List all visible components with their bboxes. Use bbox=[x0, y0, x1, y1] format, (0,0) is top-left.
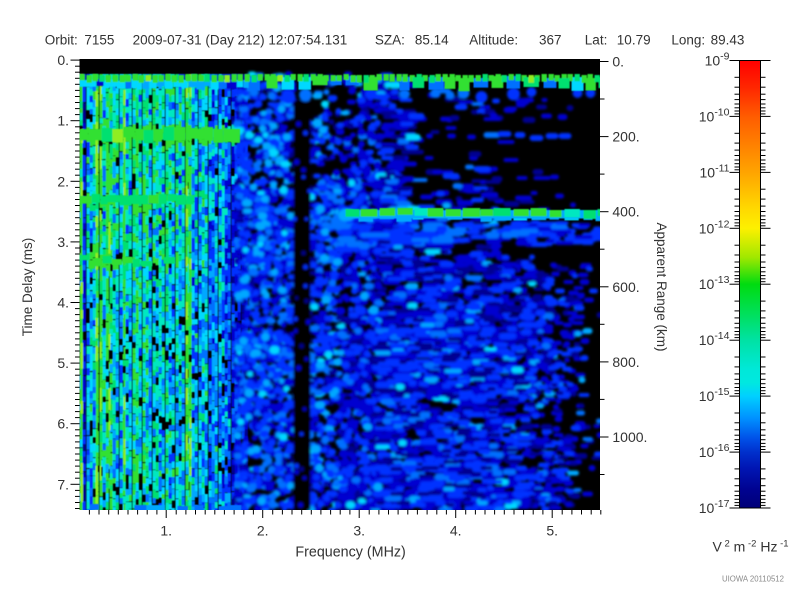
svg-text:4.: 4. bbox=[450, 523, 462, 539]
svg-text:7155: 7155 bbox=[84, 33, 114, 48]
svg-text:10.79: 10.79 bbox=[617, 33, 651, 48]
svg-text:Lat:: Lat: bbox=[585, 33, 608, 48]
svg-text:367: 367 bbox=[539, 33, 562, 48]
svg-text:0.: 0. bbox=[57, 52, 69, 68]
svg-text:85.14: 85.14 bbox=[415, 33, 449, 48]
svg-text:3.: 3. bbox=[353, 523, 365, 539]
svg-text:Frequency (MHz): Frequency (MHz) bbox=[295, 544, 405, 560]
svg-text:400.: 400. bbox=[612, 204, 639, 220]
svg-text:Long:: Long: bbox=[671, 33, 705, 48]
svg-text:Time Delay (ms): Time Delay (ms) bbox=[20, 238, 35, 337]
svg-text:1000.: 1000. bbox=[612, 429, 647, 445]
svg-text:1.: 1. bbox=[57, 113, 69, 129]
svg-text:600.: 600. bbox=[612, 279, 639, 295]
svg-text:V 2 m -2 Hz -1: V 2 m -2 Hz -1 bbox=[713, 539, 789, 555]
svg-text:0.: 0. bbox=[612, 54, 624, 70]
svg-text:5.: 5. bbox=[57, 355, 69, 371]
svg-text:Orbit:: Orbit: bbox=[45, 33, 78, 48]
svg-text:4.: 4. bbox=[57, 295, 69, 311]
svg-text:SZA:: SZA: bbox=[375, 33, 405, 48]
svg-text:200.: 200. bbox=[612, 129, 639, 145]
svg-text:3.: 3. bbox=[57, 234, 69, 250]
svg-text:UIOWA 20110512: UIOWA 20110512 bbox=[722, 575, 784, 584]
svg-text:89.43: 89.43 bbox=[711, 33, 745, 48]
svg-text:2.: 2. bbox=[57, 173, 69, 189]
svg-text:Altitude:: Altitude: bbox=[469, 33, 518, 48]
svg-text:1.: 1. bbox=[160, 523, 172, 539]
svg-text:2.: 2. bbox=[257, 523, 269, 539]
svg-text:7.: 7. bbox=[57, 476, 69, 492]
svg-text:800.: 800. bbox=[612, 354, 639, 370]
svg-text:Apparent Range (km): Apparent Range (km) bbox=[654, 222, 669, 351]
svg-text:6.: 6. bbox=[57, 416, 69, 432]
svg-text:2009-07-31 (Day 212) 12:07:54.: 2009-07-31 (Day 212) 12:07:54.131 bbox=[133, 33, 348, 48]
svg-text:5.: 5. bbox=[546, 523, 558, 539]
